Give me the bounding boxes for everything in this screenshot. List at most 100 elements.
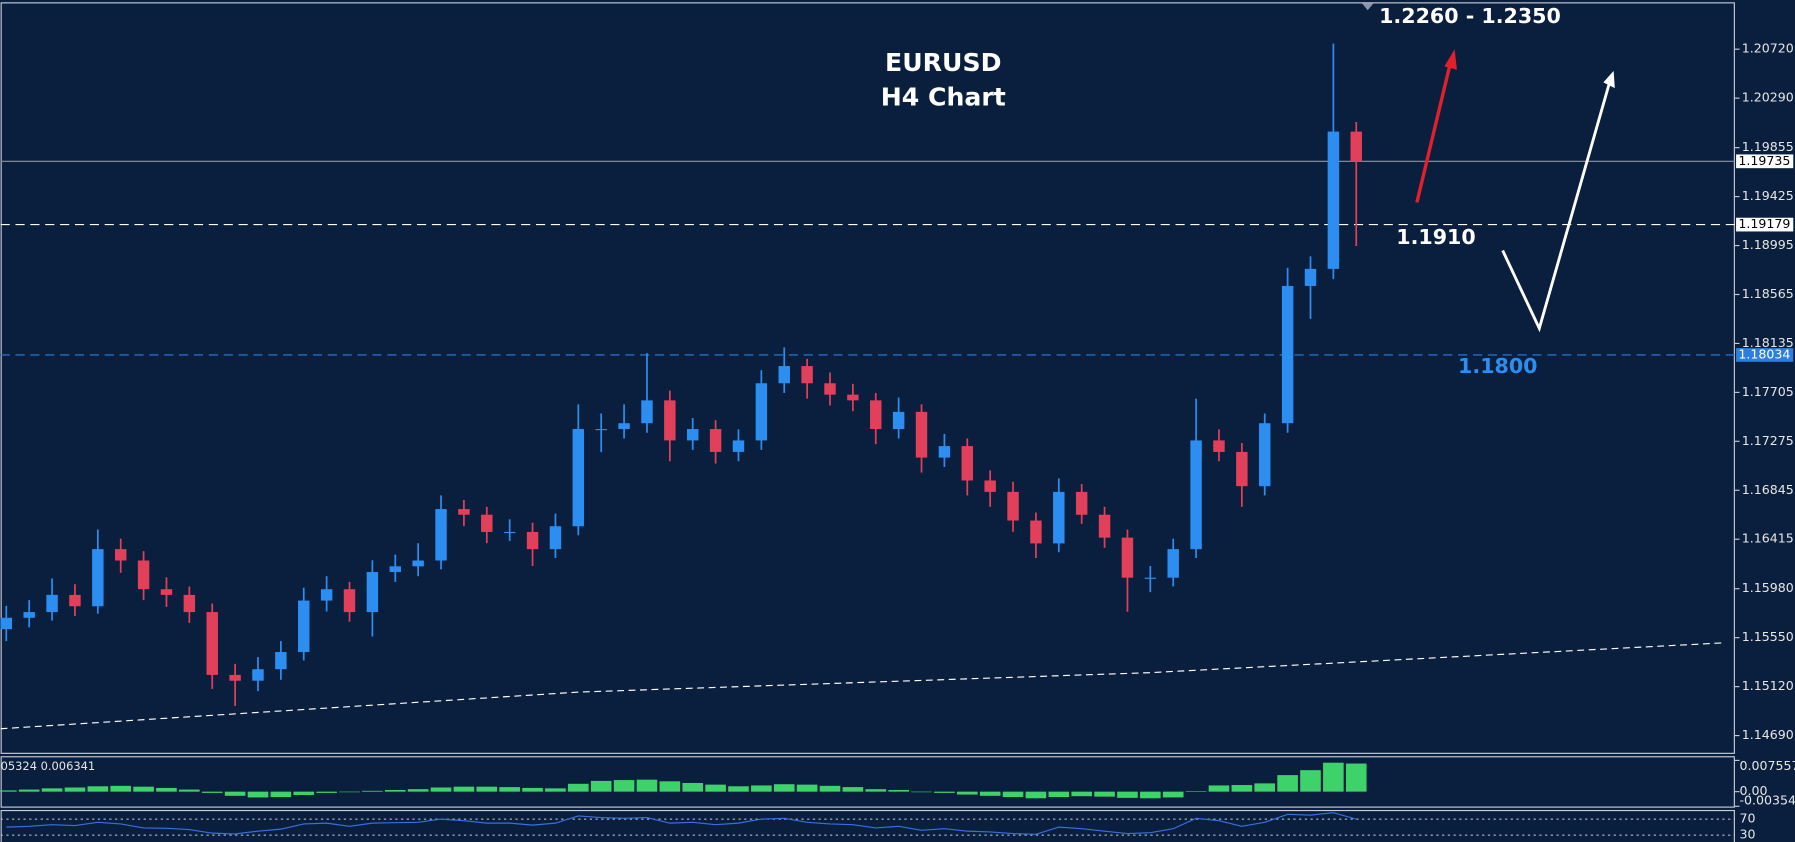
histogram-bar <box>888 789 909 792</box>
candle-body <box>503 531 516 534</box>
histogram-bar <box>705 784 726 792</box>
histogram-bar <box>1254 783 1276 792</box>
histogram-bar <box>87 786 109 792</box>
histogram-bar <box>293 791 315 795</box>
level-label: 1.19735 <box>1738 153 1790 168</box>
histogram-bar <box>476 786 498 792</box>
marker <box>1361 3 1374 11</box>
candle-body <box>1327 131 1340 269</box>
histogram-bar <box>247 791 269 798</box>
arrows <box>1415 49 1615 333</box>
candle-body <box>458 509 470 515</box>
candle-body <box>1259 423 1271 487</box>
histogram-bar <box>613 780 635 792</box>
candle-body <box>23 612 35 618</box>
candle-body <box>343 589 356 613</box>
y-tick-label: 1.14690 <box>1742 727 1794 742</box>
candle-body <box>641 400 653 424</box>
histogram-bar <box>201 791 223 793</box>
candle-body <box>1350 131 1362 162</box>
histogram-bar <box>1208 785 1230 792</box>
macd-panel: 0.007557 0.00-0.00354 05324 0.006341 <box>0 758 1795 807</box>
histogram-bar <box>796 784 818 792</box>
macd-frame <box>0 756 1735 808</box>
candle-body <box>1007 491 1019 521</box>
histogram-bar <box>956 791 978 795</box>
histogram-bar <box>110 785 132 792</box>
histogram-bar <box>1094 791 1115 797</box>
histogram-bar <box>751 785 772 792</box>
histogram-bar <box>1345 763 1367 792</box>
y-tick-label: 1.16845 <box>1742 482 1794 497</box>
plot-frame <box>0 2 1735 754</box>
histogram-bar <box>819 785 841 792</box>
candle-body <box>206 612 218 675</box>
candle-body <box>1236 451 1248 487</box>
y-tick-label: 70 <box>1740 811 1756 826</box>
histogram-bar <box>499 787 520 792</box>
histogram-bar <box>911 791 932 793</box>
histogram-bar <box>590 780 612 792</box>
y-tick-label: 1.19425 <box>1742 188 1794 203</box>
histogram-bar <box>773 784 795 792</box>
candle-body <box>1281 285 1294 424</box>
histogram-bar <box>522 787 543 792</box>
histogram-bar <box>865 789 887 792</box>
candle-body <box>1144 577 1157 579</box>
histogram-bar <box>728 786 749 792</box>
histogram-bar <box>179 789 200 792</box>
histogram-bar <box>934 791 955 793</box>
histogram-bar <box>842 787 864 792</box>
candle-body <box>137 560 150 590</box>
y-tick-label: 1.15120 <box>1742 678 1794 693</box>
candle-body <box>1098 514 1111 538</box>
candle-body <box>69 594 81 607</box>
candle-body <box>961 446 974 481</box>
annotation: 1.1910 <box>1396 225 1475 249</box>
y-tick-label: 1.18565 <box>1742 286 1794 301</box>
rsi-line <box>6 812 1357 835</box>
y-tick-label: 1.17705 <box>1742 384 1794 399</box>
candle-body <box>1030 520 1042 544</box>
level-tag <box>1736 217 1794 232</box>
y-tick-label: 30 <box>1740 827 1756 842</box>
candle-body <box>298 600 310 653</box>
candle-body <box>870 400 882 430</box>
candle-body <box>824 383 836 395</box>
candle-body <box>252 669 264 681</box>
histogram-bar <box>1071 791 1092 797</box>
moving-average <box>0 642 1723 730</box>
histogram-bar <box>64 787 86 792</box>
y-tick-label: 1.18995 <box>1742 237 1794 252</box>
histogram-bar <box>1002 791 1024 798</box>
histogram-bar <box>1162 791 1184 798</box>
candle-body <box>778 366 790 384</box>
candle-body <box>1053 491 1065 544</box>
candle-body <box>92 549 104 607</box>
candle-body <box>1121 537 1134 578</box>
histogram-bar <box>224 791 246 796</box>
histogram-bar <box>18 789 40 792</box>
y-tick-label: 1.15550 <box>1742 629 1794 644</box>
histogram-bar <box>41 788 63 792</box>
candle-body <box>1075 491 1088 515</box>
histogram-bar <box>1277 775 1298 792</box>
candle-body <box>275 652 287 670</box>
histogram-bar <box>545 788 566 792</box>
candle-body <box>915 411 928 458</box>
candle-body <box>435 509 447 561</box>
histogram-bar <box>407 789 429 792</box>
level-label: 1.18034 <box>1738 346 1790 361</box>
candle-body <box>229 674 241 681</box>
histogram-bar <box>133 786 154 792</box>
histogram-bar <box>1117 791 1138 798</box>
candle-body <box>1304 268 1317 286</box>
histogram-bar <box>384 789 406 792</box>
annotation: 1.2260 - 1.2350 <box>1379 4 1561 28</box>
histogram-bar <box>270 791 292 798</box>
y-tick-label: 0.00 <box>1740 783 1768 798</box>
annotation: 1.1800 <box>1458 354 1537 378</box>
main-plot: 1.20720 1.20290 1.19855 1.19425 1.18995 1.185… <box>0 4 1794 742</box>
red-arrow <box>1415 59 1453 203</box>
candle-body <box>481 514 493 532</box>
